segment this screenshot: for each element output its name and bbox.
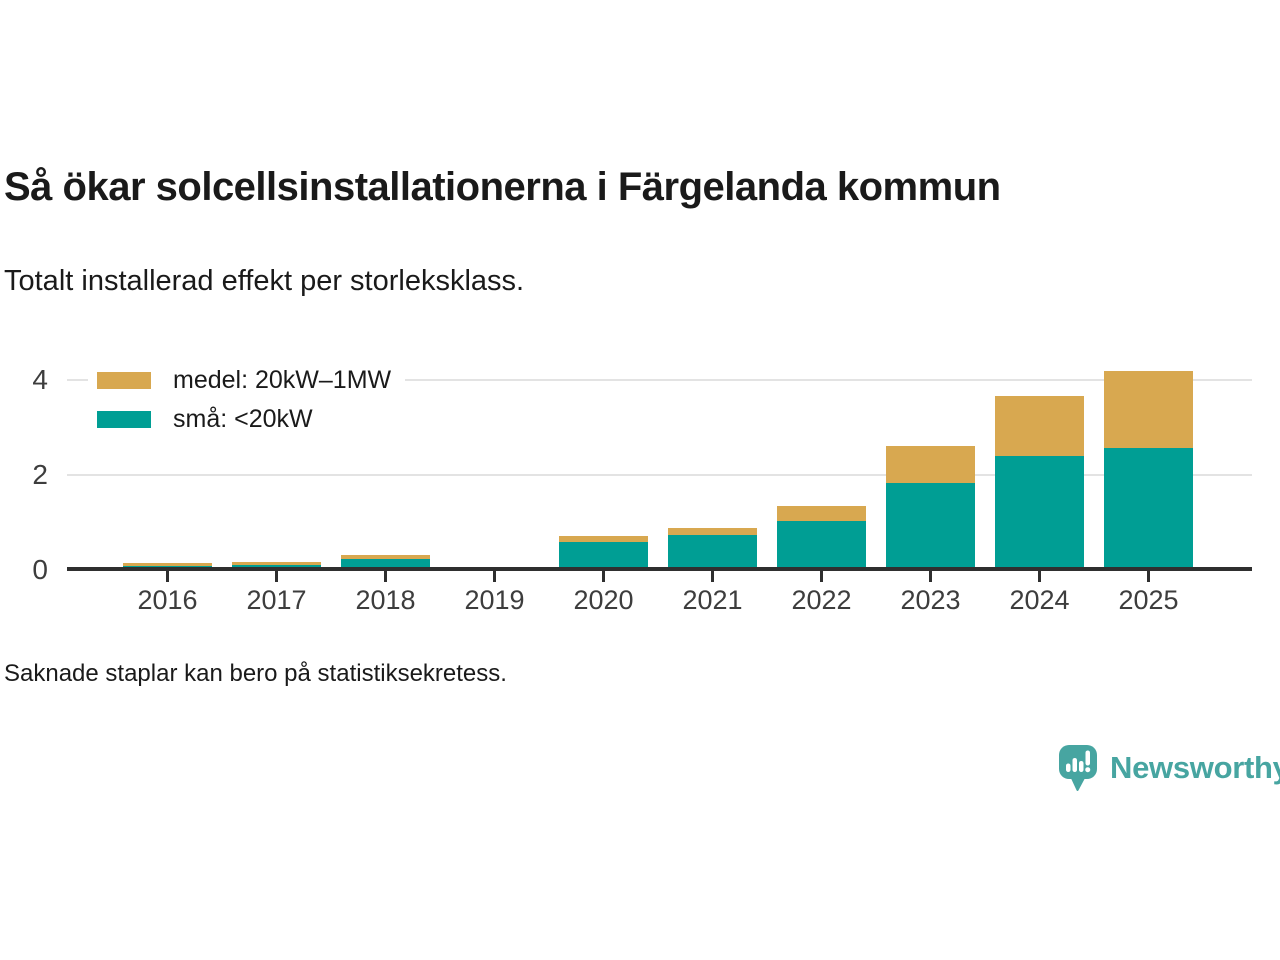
bar-segment-sma-2020 <box>559 541 648 570</box>
gridline-y2 <box>67 474 1252 476</box>
x-axis-label-2016: 2016 <box>137 585 198 615</box>
brand-logo: Newsworthy <box>1058 744 1280 792</box>
legend-label-medel: medel: 20kW–1MW <box>173 366 392 394</box>
gridline-y4 <box>67 379 1252 381</box>
chart-legend: medel: 20kW–1MW små: <20kW <box>88 363 406 441</box>
bar-segment-medel-2025 <box>1104 370 1193 448</box>
x-axis-tick-2021 <box>711 571 714 582</box>
x-axis-tick-2019 <box>493 571 496 582</box>
x-axis-tick-2018 <box>384 571 387 582</box>
x-axis-tick-2017 <box>275 571 278 582</box>
bar-segment-sma-2024 <box>995 456 1084 570</box>
x-axis-label-2023: 2023 <box>900 585 961 615</box>
x-axis-tick-2024 <box>1038 571 1041 582</box>
legend-swatch-sma <box>97 410 151 428</box>
bar-segment-sma-2018 <box>341 558 430 570</box>
bar-segment-sma-2023 <box>886 482 975 570</box>
chart-subtitle: Totalt installerad effekt per storlekskl… <box>4 265 525 297</box>
x-axis-label-2018: 2018 <box>355 585 416 615</box>
x-axis-tick-2022 <box>820 571 823 582</box>
bar-segment-sma-2025 <box>1104 447 1193 570</box>
y-axis-label-0: 0 <box>32 554 48 585</box>
x-axis-label-2024: 2024 <box>1009 585 1070 615</box>
x-axis-tick-2025 <box>1147 571 1150 582</box>
x-axis-tick-2020 <box>602 571 605 582</box>
x-axis-label-2020: 2020 <box>573 585 634 615</box>
y-axis-label-4: 4 <box>32 364 48 395</box>
bar-segment-medel-2021 <box>668 527 757 535</box>
bar-segment-medel-2022 <box>777 505 866 522</box>
bar-segment-medel-2018 <box>341 554 430 559</box>
bar-segment-sma-2021 <box>668 534 757 570</box>
chart-footnote: Saknade staplar kan bero på statistiksek… <box>4 660 507 687</box>
newsworthy-logo-icon <box>1059 745 1097 791</box>
bar-segment-medel-2023 <box>886 445 975 483</box>
x-axis-label-2022: 2022 <box>791 585 852 615</box>
bar-segment-medel-2016 <box>123 563 212 567</box>
bar-segment-sma-2022 <box>777 521 866 570</box>
legend-item-sma: små: <20kW <box>88 402 327 436</box>
legend-swatch-medel <box>97 371 151 389</box>
x-axis-tick-2016 <box>166 571 169 582</box>
bar-segment-medel-2024 <box>995 395 1084 457</box>
brand-name: Newsworthy <box>1110 750 1280 785</box>
x-axis-label-2025: 2025 <box>1118 585 1179 615</box>
bar-segment-medel-2017 <box>232 562 321 566</box>
legend-label-sma: små: <20kW <box>173 405 313 433</box>
page-title: Så ökar solcellsinstallationerna i Färge… <box>4 165 1001 209</box>
x-axis-label-2019: 2019 <box>464 585 525 615</box>
x-axis-label-2021: 2021 <box>682 585 743 615</box>
x-axis-tick-2023 <box>929 571 932 582</box>
legend-item-medel: medel: 20kW–1MW <box>88 363 406 397</box>
bar-segment-medel-2020 <box>559 535 648 542</box>
y-axis-label-2: 2 <box>32 459 48 490</box>
x-axis-label-2017: 2017 <box>246 585 307 615</box>
x-axis-line <box>67 567 1252 571</box>
